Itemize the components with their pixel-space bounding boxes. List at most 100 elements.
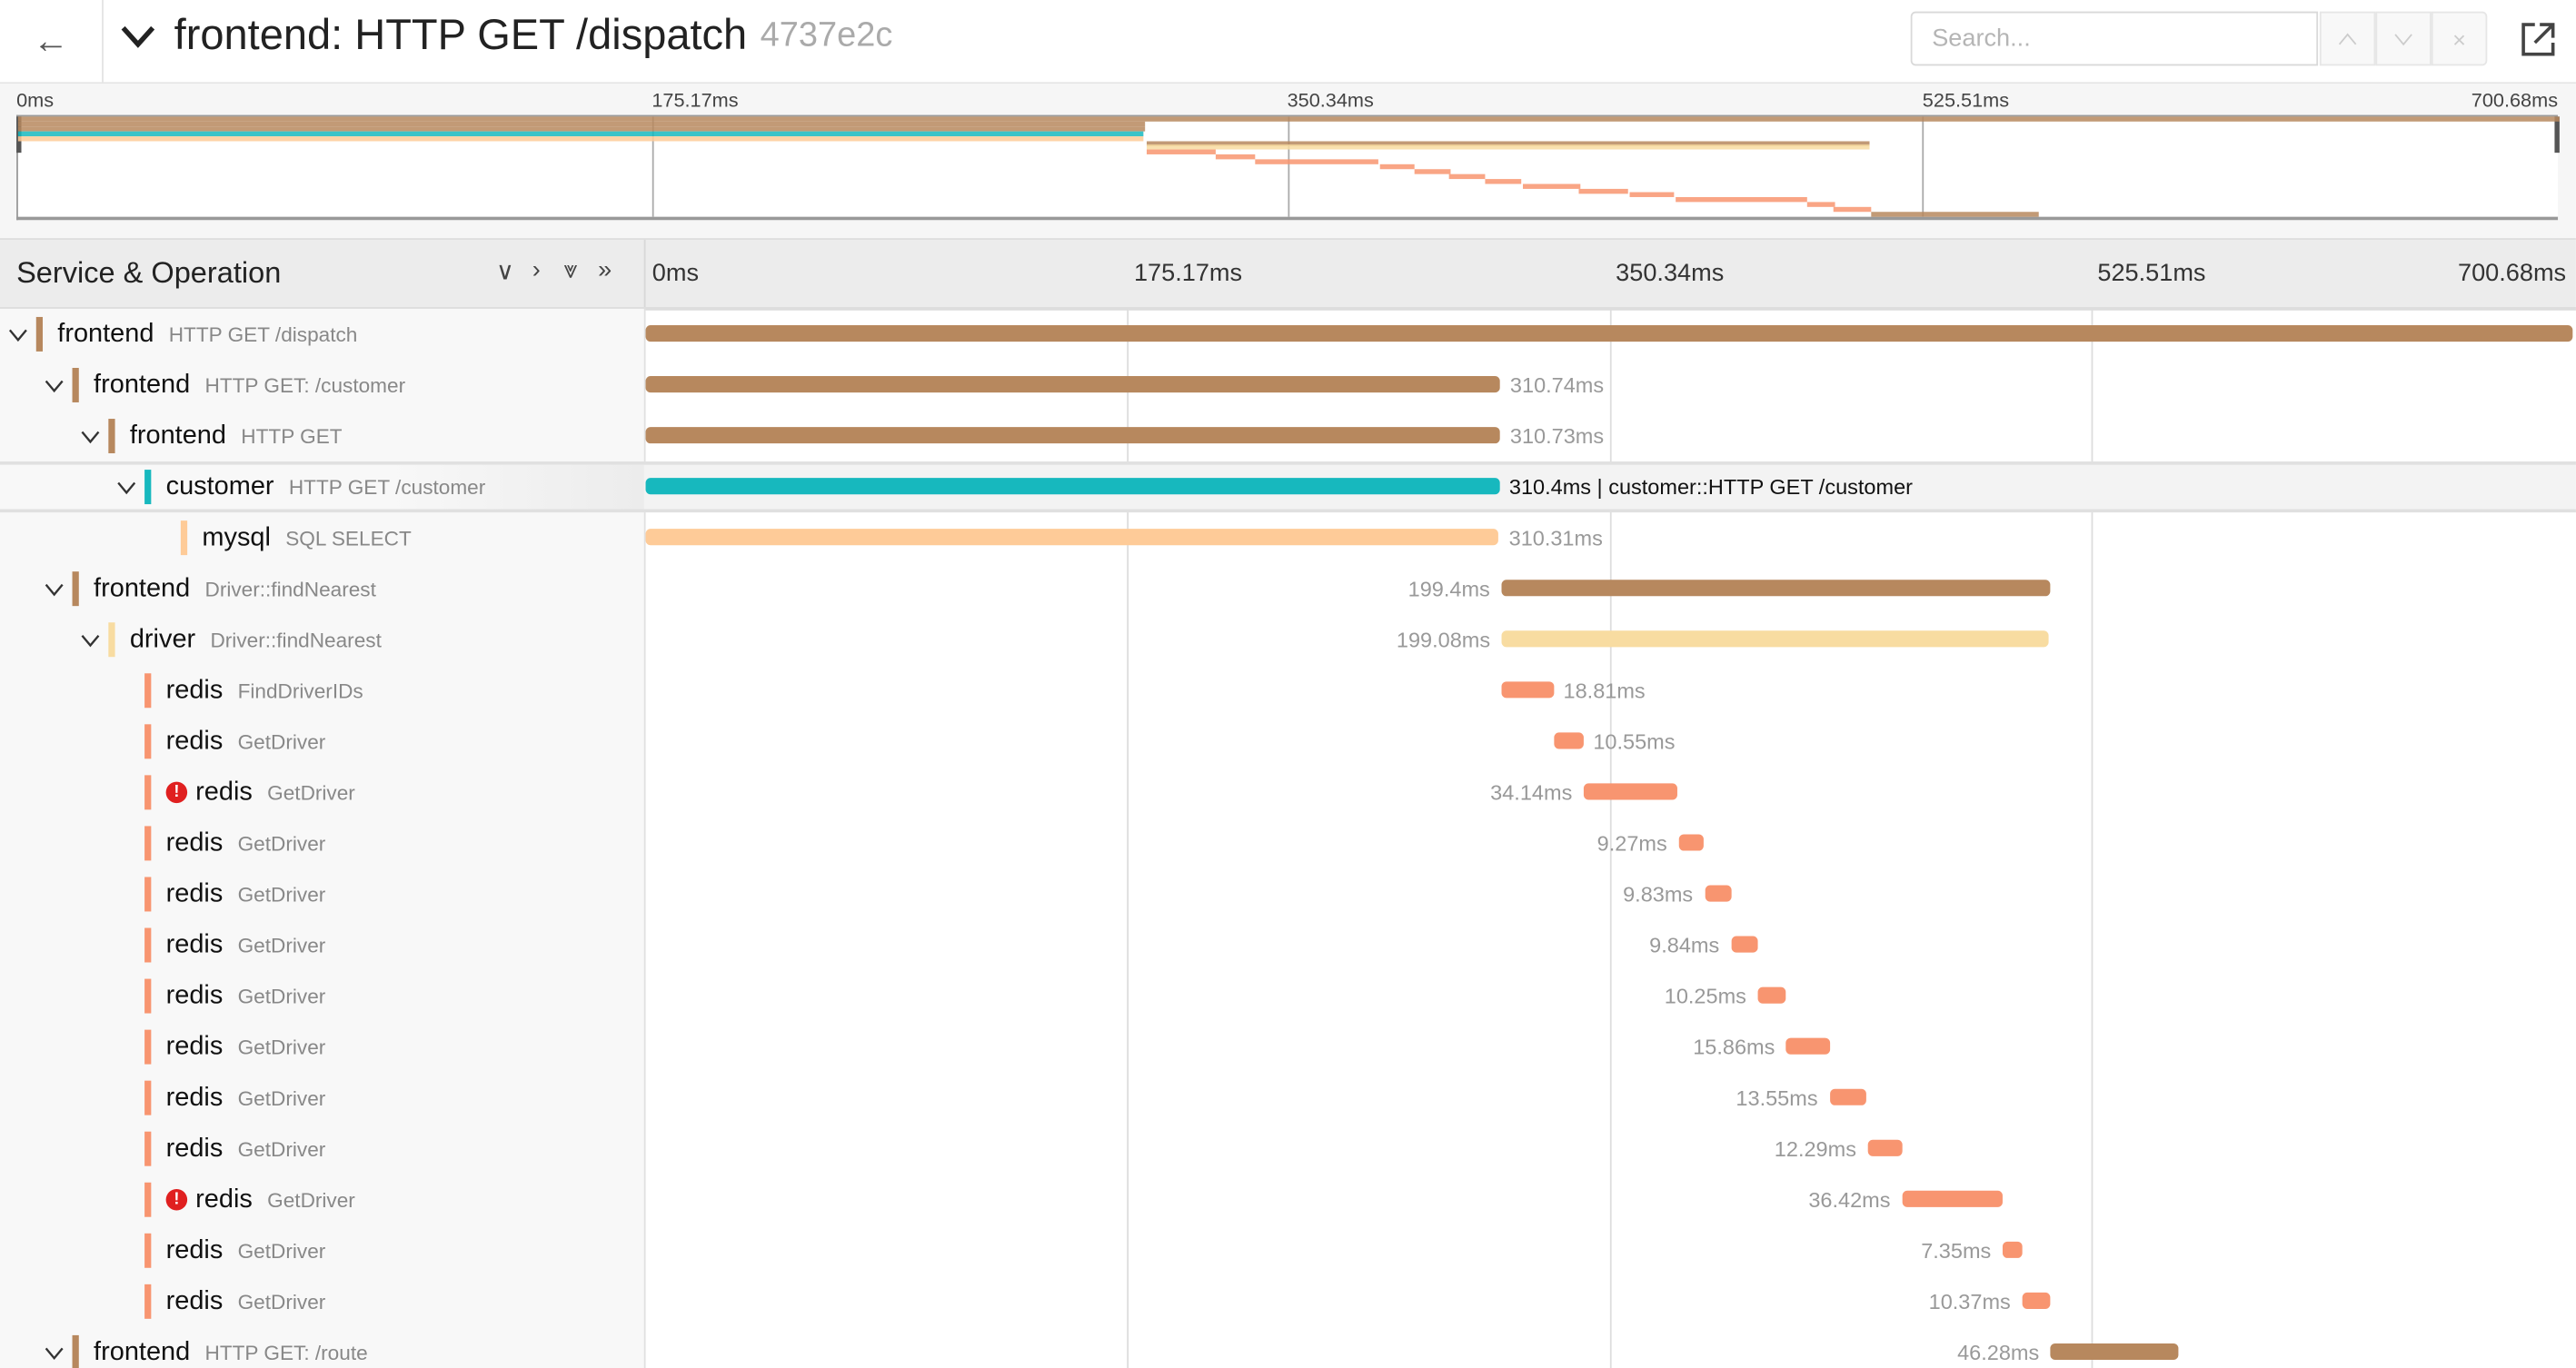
service-name: redis [165, 828, 224, 857]
span-bar[interactable] [645, 376, 1501, 393]
span-bar[interactable] [1704, 885, 1732, 902]
service-color-bar [144, 927, 152, 963]
back-button[interactable]: ← [0, 0, 104, 83]
span-name[interactable]: frontend HTTP GET /dispatch [0, 309, 644, 360]
chevron-down-icon[interactable] [116, 478, 136, 498]
span-bar[interactable] [1786, 1037, 1831, 1055]
column-resizer[interactable] [643, 239, 646, 308]
span-bar[interactable] [2050, 1343, 2178, 1361]
chevron-down-icon[interactable] [45, 1343, 65, 1363]
span-name[interactable]: redis GetDriver [0, 818, 644, 868]
span-bar[interactable] [1829, 1088, 1867, 1105]
operation-name: GetDriver [237, 1290, 326, 1313]
span-bar[interactable] [645, 478, 1500, 495]
operation-name: GetDriver [267, 1188, 355, 1212]
span-bar[interactable] [1757, 986, 1786, 1004]
span-duration-label: 18.81ms [1563, 678, 1646, 703]
expand-all-button[interactable]: » [598, 256, 612, 284]
span-name[interactable]: frontend HTTP GET: /customer [0, 360, 644, 411]
chevron-down-icon[interactable] [45, 580, 65, 600]
span-bar[interactable] [1501, 681, 1554, 699]
minimap-canvas[interactable] [16, 114, 2560, 221]
span-name[interactable]: redis FindDriverIDs [0, 665, 644, 716]
span-name[interactable]: frontend Driver::findNearest [0, 563, 644, 614]
service-color-bar [72, 367, 79, 402]
span-bar[interactable] [2022, 1292, 2051, 1309]
service-name: redis [165, 1286, 224, 1315]
span-row[interactable]: redis GetDriver 10.37ms [0, 1276, 2576, 1327]
span-bar[interactable] [645, 324, 2573, 342]
span-row[interactable]: frontend Driver::findNearest 199.4ms [0, 563, 2576, 614]
span-duration-label: 199.4ms [1407, 576, 1490, 601]
span-bar[interactable] [1867, 1139, 1902, 1156]
span-bar[interactable] [1554, 732, 1584, 749]
span-row[interactable]: customer HTTP GET /customer 310.4ms | cust… [0, 461, 2576, 513]
service-name: redis [165, 981, 224, 1010]
span-row[interactable]: redis GetDriver 10.25ms [0, 971, 2576, 1022]
span-bar[interactable] [1501, 630, 2050, 648]
span-row[interactable]: frontend HTTP GET 310.73ms [0, 411, 2576, 461]
span-name[interactable]: driver Driver::findNearest [0, 614, 644, 665]
timeline-grid-line [1608, 308, 1611, 1368]
span-name[interactable]: frontend HTTP GET [0, 411, 644, 461]
span-name[interactable]: mysql SQL SELECT [0, 512, 644, 563]
span-bar[interactable] [1902, 1190, 2003, 1207]
minimap-right-handle[interactable] [2554, 116, 2560, 154]
span-name[interactable]: redis GetDriver [0, 716, 644, 767]
span-name[interactable]: ! redis GetDriver [0, 767, 644, 818]
chevron-down-icon[interactable] [45, 376, 65, 396]
span-row[interactable]: redis GetDriver 7.35ms [0, 1225, 2576, 1276]
span-row[interactable]: frontend HTTP GET /dispatch [0, 309, 2576, 360]
span-row[interactable]: frontend HTTP GET: /route 46.28ms [0, 1327, 2576, 1368]
chevron-down-icon[interactable] [81, 427, 101, 447]
span-bar[interactable] [1730, 936, 1758, 953]
span-row[interactable]: redis FindDriverIDs 18.81ms [0, 665, 2576, 716]
span-name[interactable]: redis GetDriver [0, 1073, 644, 1124]
span-bar[interactable] [1583, 783, 1678, 800]
span-name[interactable]: redis GetDriver [0, 919, 644, 970]
prev-result-button[interactable] [2319, 11, 2376, 66]
span-row[interactable]: redis GetDriver 15.86ms [0, 1022, 2576, 1073]
span-name[interactable]: redis GetDriver [0, 1124, 644, 1175]
span-row[interactable]: frontend HTTP GET: /customer 310.74ms [0, 360, 2576, 411]
span-row[interactable]: redis GetDriver 9.84ms [0, 919, 2576, 970]
next-result-button[interactable] [2375, 11, 2432, 66]
collapse-one-button[interactable]: ∨ [496, 257, 514, 286]
span-name[interactable]: frontend HTTP GET: /route [0, 1327, 644, 1368]
span-row[interactable]: redis GetDriver 9.27ms [0, 818, 2576, 868]
trace-minimap[interactable]: 0ms 175.17ms 350.34ms 525.51ms 700.68ms [0, 84, 2576, 240]
span-row[interactable]: mysql SQL SELECT 310.31ms [0, 512, 2576, 563]
expand-one-button[interactable]: › [532, 256, 541, 284]
collapse-all-button[interactable]: ⩔ [563, 256, 578, 284]
span-bar[interactable] [645, 427, 1501, 444]
span-name[interactable]: ! redis GetDriver [0, 1175, 644, 1225]
search-input[interactable] [1910, 11, 2319, 66]
span-bar[interactable] [1678, 834, 1705, 851]
span-row[interactable]: redis GetDriver 13.55ms [0, 1073, 2576, 1124]
span-row[interactable]: ! redis GetDriver 34.14ms [0, 767, 2576, 818]
span-row[interactable]: redis GetDriver 12.29ms [0, 1124, 2576, 1175]
span-name[interactable]: redis GetDriver [0, 1022, 644, 1073]
span-row[interactable]: redis GetDriver 10.55ms [0, 716, 2576, 767]
external-link-icon[interactable] [2520, 22, 2556, 58]
minimap-span [1833, 206, 1872, 213]
span-row[interactable]: driver Driver::findNearest 199.08ms [0, 614, 2576, 665]
span-name[interactable]: redis GetDriver [0, 868, 644, 919]
span-bar[interactable] [1501, 580, 2050, 597]
chevron-down-icon[interactable] [81, 630, 101, 650]
trace-title[interactable]: frontend: HTTP GET /dispatch 4737e2c [118, 10, 892, 61]
span-row[interactable]: redis GetDriver 9.83ms [0, 868, 2576, 919]
span-bar[interactable] [645, 529, 1499, 546]
span-name[interactable]: redis GetDriver [0, 1225, 644, 1276]
service-name: redis [165, 930, 224, 958]
span-name[interactable]: redis GetDriver [0, 971, 644, 1022]
chevron-down-icon[interactable] [8, 325, 28, 345]
clear-search-button[interactable]: × [2431, 11, 2488, 66]
span-bar[interactable] [2002, 1241, 2024, 1258]
operation-name: GetDriver [237, 729, 326, 753]
span-name[interactable]: redis GetDriver [0, 1276, 644, 1327]
span-name[interactable]: customer HTTP GET /customer [0, 464, 644, 510]
span-row[interactable]: ! redis GetDriver 36.42ms [0, 1175, 2576, 1225]
minimap-span [1255, 159, 1379, 164]
operation-name: HTTP GET: /customer [204, 373, 406, 397]
